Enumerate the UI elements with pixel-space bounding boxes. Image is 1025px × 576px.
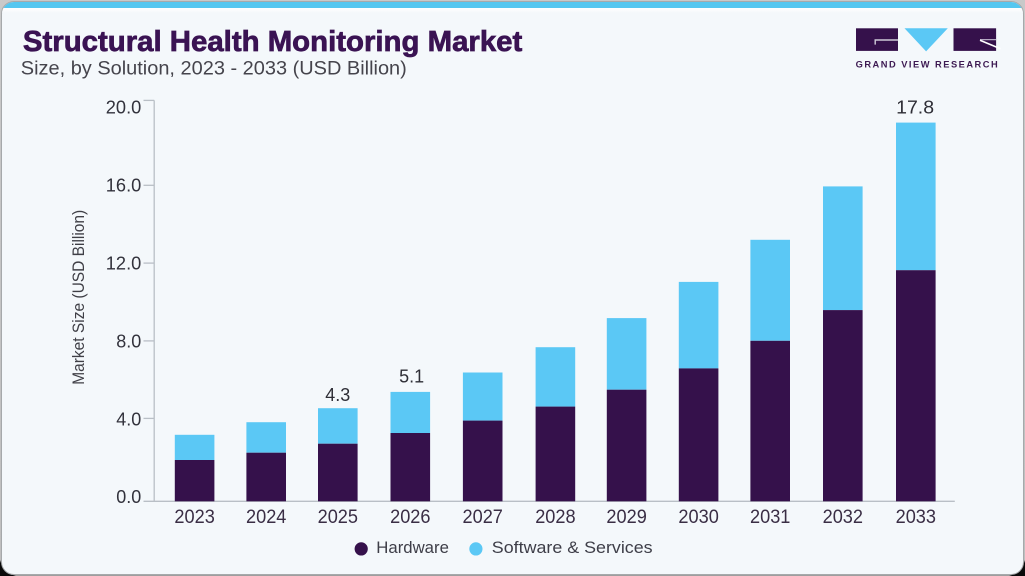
svg-text:4.3: 4.3 [325, 385, 350, 405]
svg-text:0.0: 0.0 [116, 487, 141, 507]
svg-text:8.0: 8.0 [116, 331, 141, 351]
svg-text:2023: 2023 [174, 506, 214, 528]
svg-text:2024: 2024 [246, 506, 286, 528]
svg-text:2033: 2033 [896, 506, 936, 528]
svg-text:2026: 2026 [390, 506, 430, 528]
svg-text:2028: 2028 [535, 506, 575, 528]
svg-text:2027: 2027 [463, 506, 503, 528]
svg-text:2031: 2031 [750, 506, 790, 528]
svg-text:2025: 2025 [318, 506, 358, 528]
svg-text:2032: 2032 [823, 506, 863, 528]
svg-text:5.1: 5.1 [399, 367, 424, 387]
svg-text:Software & Services: Software & Services [492, 538, 653, 557]
svg-text:GRAND VIEW RESEARCH: GRAND VIEW RESEARCH [856, 59, 1000, 69]
svg-text:12.0: 12.0 [106, 254, 142, 274]
svg-text:2030: 2030 [678, 506, 718, 528]
svg-text:20.0: 20.0 [106, 98, 142, 118]
svg-text:2029: 2029 [606, 506, 646, 528]
svg-text:Market Size (USD Billion): Market Size (USD Billion) [69, 210, 88, 385]
svg-text:17.8: 17.8 [896, 97, 934, 117]
svg-text:4.0: 4.0 [116, 409, 141, 429]
svg-text:16.0: 16.0 [106, 176, 142, 196]
svg-text:Hardware: Hardware [376, 538, 449, 557]
svg-text:Structural Health Monitoring M: Structural Health Monitoring Market [23, 26, 523, 58]
svg-text:Size, by Solution, 2023 - 2033: Size, by Solution, 2023 - 2033 (USD Bill… [21, 57, 407, 79]
